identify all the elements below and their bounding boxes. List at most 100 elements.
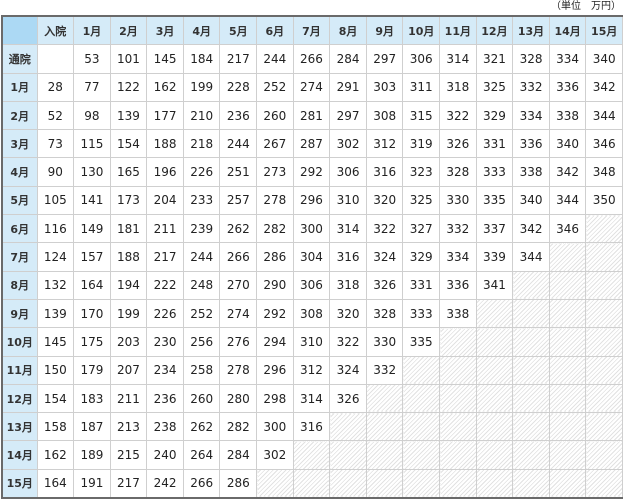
table-cell: 211 — [109, 383, 148, 414]
table-cell: 236 — [146, 383, 184, 414]
table-cell: 149 — [73, 214, 111, 244]
table-cell: 189 — [73, 440, 111, 470]
table-cell: 322 — [329, 327, 367, 357]
column-header: 10月 — [402, 15, 441, 46]
table-cell: 262 — [182, 412, 221, 442]
table-row: 12月 154 183 211 236 260 280 298 314 326 — [1, 383, 623, 414]
table-cell: 316 — [365, 157, 404, 187]
empty-hatched-cell — [548, 242, 587, 272]
empty-hatched-cell — [512, 383, 550, 414]
table-cell: 282 — [256, 214, 294, 244]
table-cell: 324 — [365, 242, 404, 272]
empty-hatched-cell — [512, 412, 550, 442]
empty-hatched-cell — [512, 298, 550, 329]
table-cell: 145 — [36, 327, 75, 357]
row-header: 4月 — [1, 157, 38, 187]
table-cell: 217 — [146, 242, 184, 272]
table-cell: 105 — [36, 185, 75, 216]
empty-hatched-cell — [292, 468, 331, 499]
table-cell: 77 — [73, 72, 111, 102]
table-cell: 281 — [292, 100, 331, 131]
row-header: 6月 — [1, 214, 38, 244]
table-cell: 154 — [109, 129, 148, 159]
table-cell: 298 — [256, 383, 294, 414]
table-cell: 282 — [219, 412, 258, 442]
table-cell: 278 — [219, 355, 258, 385]
column-header: 2月 — [109, 15, 148, 46]
table-cell: 270 — [219, 270, 258, 300]
table-cell: 181 — [109, 214, 148, 244]
table-cell: 191 — [73, 468, 111, 499]
row-header: 7月 — [1, 242, 38, 272]
table-cell: 330 — [365, 327, 404, 357]
table-cell: 276 — [219, 327, 258, 357]
table-cell: 273 — [256, 157, 294, 187]
table-cell: 284 — [329, 44, 367, 74]
table-cell: 302 — [329, 129, 367, 159]
column-header: 7月 — [292, 15, 331, 46]
row-header: 12月 — [1, 383, 38, 414]
table-cell: 141 — [73, 185, 111, 216]
table-row: 8月 132 164 194 222 248 270 290 306 318 326 331 336 34… — [1, 270, 623, 300]
table-cell: 328 — [365, 298, 404, 329]
column-header: 9月 — [365, 15, 404, 46]
table-cell: 226 — [146, 298, 184, 329]
table-cell: 217 — [219, 44, 258, 74]
table-row: 10月 145 175 203 230 256 276 294 310 322 330 335 — [1, 327, 623, 357]
empty-hatched-cell — [548, 412, 587, 442]
table-cell: 210 — [182, 100, 221, 131]
table-cell: 344 — [548, 185, 587, 216]
table-cell: 158 — [36, 412, 75, 442]
table-cell: 338 — [512, 157, 550, 187]
table-cell: 300 — [256, 412, 294, 442]
column-header: 入院 — [36, 15, 75, 46]
empty-hatched-cell — [402, 468, 441, 499]
empty-hatched-cell — [475, 412, 514, 442]
table-cell: 240 — [146, 440, 184, 470]
table-cell: 162 — [36, 440, 75, 470]
table-cell: 116 — [36, 214, 75, 244]
table-cell: 322 — [439, 100, 477, 131]
table-cell: 342 — [585, 72, 623, 102]
empty-hatched-cell — [475, 468, 514, 499]
table-cell: 162 — [146, 72, 184, 102]
table-cell: 315 — [402, 100, 441, 131]
table-cell: 207 — [109, 355, 148, 385]
table-cell: 302 — [256, 440, 294, 470]
table-row: 11月 150 179 207 234 258 278 296 312 324 332 — [1, 355, 623, 385]
table-cell: 336 — [548, 72, 587, 102]
table-cell: 321 — [475, 44, 514, 74]
table-cell: 304 — [292, 242, 331, 272]
column-header: 14月 — [548, 15, 587, 46]
table-cell: 346 — [585, 129, 623, 159]
table-cell: 218 — [182, 129, 221, 159]
table-cell: 251 — [219, 157, 258, 187]
table-cell: 165 — [109, 157, 148, 187]
table-cell: 350 — [585, 185, 623, 216]
table-cell: 139 — [36, 298, 75, 329]
table-cell: 328 — [512, 44, 550, 74]
table-row: 14月 162 189 215 240 264 284 302 — [1, 440, 623, 470]
header-row: 入院 1月 2月 3月 4月 5月 6月 7月 8月 9月 10月 11月 12月 13月 14月 15月 — [1, 15, 623, 46]
table-cell: 346 — [548, 214, 587, 244]
empty-hatched-cell — [439, 440, 477, 470]
table-row: 15月 164 191 217 242 266 286 — [1, 468, 623, 499]
table-cell: 28 — [36, 72, 75, 102]
empty-hatched-cell — [329, 468, 367, 499]
empty-hatched-cell — [585, 440, 623, 470]
table-cell: 332 — [365, 355, 404, 385]
table-row: 7月 124 157 188 217 244 266 286 304 316 324 329 334 33… — [1, 242, 623, 272]
table-cell: 342 — [548, 157, 587, 187]
table-cell: 334 — [439, 242, 477, 272]
table-cell: 335 — [402, 327, 441, 357]
corner-cell — [1, 15, 38, 46]
table-cell: 242 — [146, 468, 184, 499]
table-cell: 258 — [182, 355, 221, 385]
compensation-table: 入院 1月 2月 3月 4月 5月 6月 7月 8月 9月 10月 11月 12月 13月 14月 15月 通… — [1, 15, 623, 499]
table-cell: 260 — [256, 100, 294, 131]
table-cell: 264 — [182, 440, 221, 470]
table-cell: 164 — [36, 468, 75, 499]
table-cell: 150 — [36, 355, 75, 385]
row-header: 15月 — [1, 468, 38, 499]
table-cell: 115 — [73, 129, 111, 159]
